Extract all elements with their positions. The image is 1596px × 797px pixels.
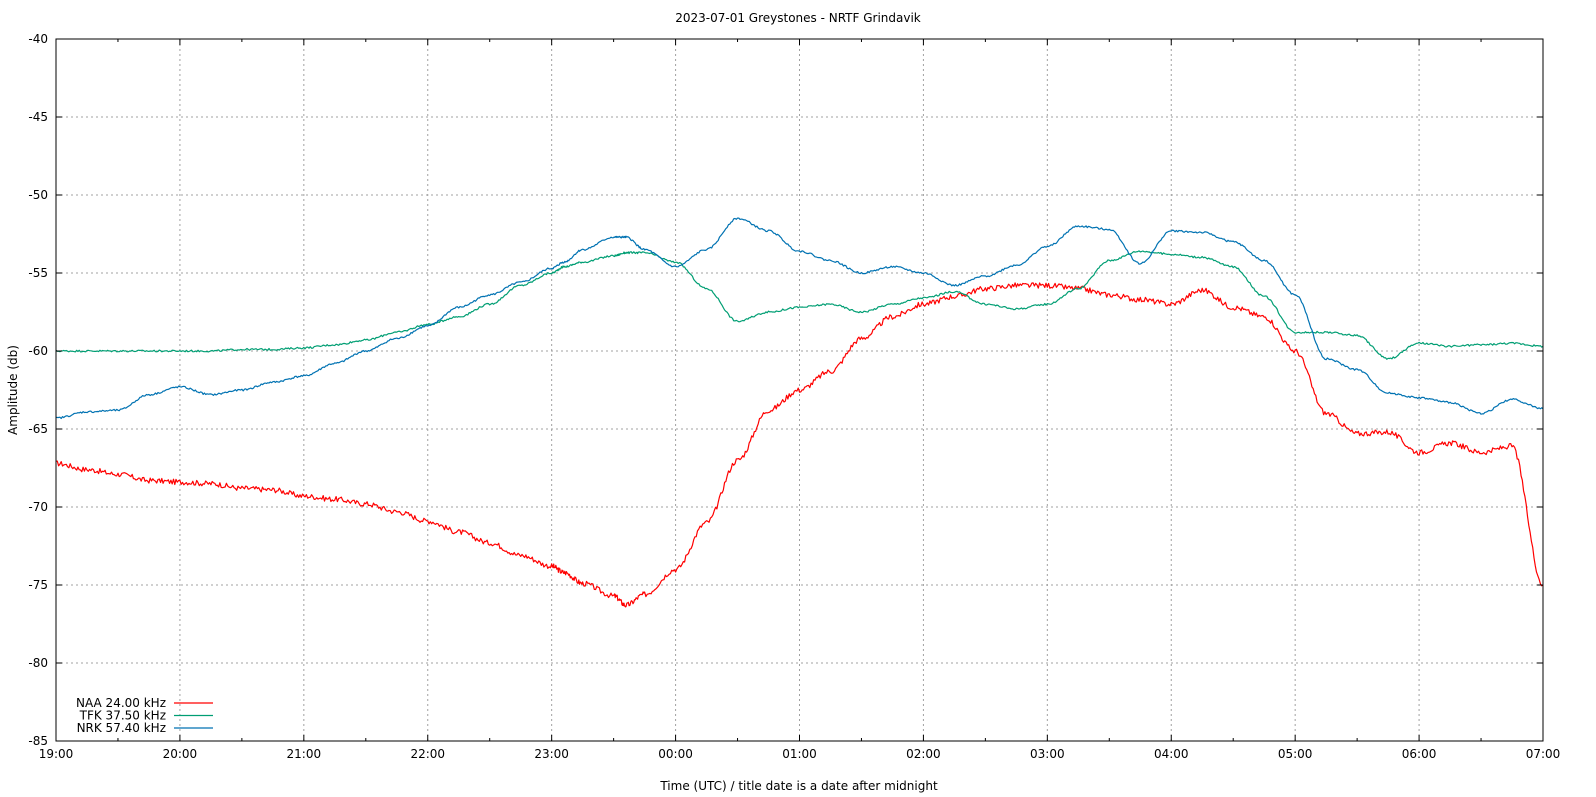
x-tick-label: 20:00: [163, 747, 198, 761]
y-tick-label: -45: [28, 110, 48, 124]
x-tick-label: 23:00: [534, 747, 569, 761]
y-tick-label: -65: [28, 422, 48, 436]
y-tick-label: -80: [28, 656, 48, 670]
series-line-nrk: [55, 217, 1544, 420]
x-tick-label: 03:00: [1030, 747, 1065, 761]
y-tick-label: -70: [28, 500, 48, 514]
series-layer: [55, 217, 1544, 608]
legend-label: NRK 57.40 kHz: [77, 721, 166, 735]
y-tick-label: -40: [28, 32, 48, 46]
series-line-naa: [55, 282, 1544, 608]
legend-label: NAA 24.00 kHz: [76, 696, 166, 710]
y-tick-label: -50: [28, 188, 48, 202]
y-tick-label: -85: [28, 734, 48, 748]
y-tick-label: -55: [28, 266, 48, 280]
x-axis-label: Time (UTC) / title date is a date after …: [659, 779, 938, 793]
x-tick-label: 00:00: [658, 747, 693, 761]
chart-title: 2023-07-01 Greystones - NRTF Grindavik: [675, 11, 921, 25]
x-tick-label: 06:00: [1402, 747, 1437, 761]
tick-layer: [55, 38, 1544, 742]
x-tick-label: 22:00: [410, 747, 445, 761]
y-axis-label: Amplitude (db): [6, 345, 20, 435]
y-tick-label: -75: [28, 578, 48, 592]
x-tick-label: 05:00: [1278, 747, 1313, 761]
x-tick-label: 04:00: [1154, 747, 1189, 761]
series-line-tfk: [55, 250, 1544, 360]
x-tick-label: 19:00: [39, 747, 74, 761]
tick-label-layer: 19:00 20:00 21:00 22:00 23:00 00:00 01:00 02:00…: [28, 32, 1560, 761]
x-tick-label: 21:00: [287, 747, 322, 761]
legend-label: TFK 37.50 kHz: [79, 709, 166, 723]
grid-layer: [56, 39, 1543, 741]
y-tick-label: -60: [28, 344, 48, 358]
x-tick-label: 07:00: [1526, 747, 1561, 761]
x-tick-label: 01:00: [782, 747, 817, 761]
x-tick-label: 02:00: [906, 747, 941, 761]
